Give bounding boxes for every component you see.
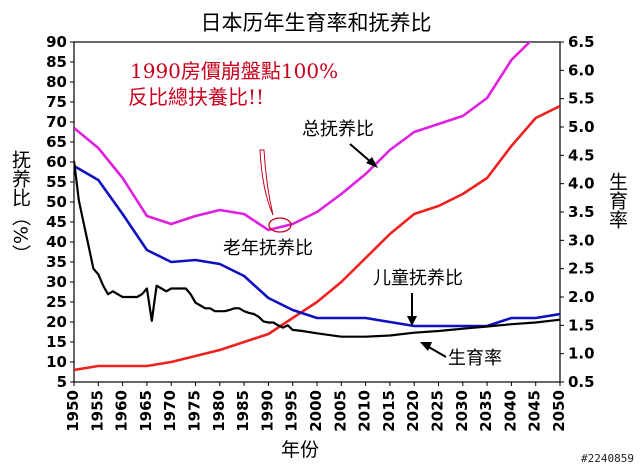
- left-tick-label: 30: [46, 273, 67, 291]
- left-tick-label: 35: [46, 253, 67, 271]
- x-tick-label: 2040: [501, 390, 519, 432]
- left-tick-label: 50: [46, 193, 67, 211]
- left-tick-label: 60: [46, 153, 67, 171]
- x-tick-label: 1975: [186, 390, 204, 432]
- left-axis-ticks: 5 10 15 20 25 30 35 40 45 50 55 60 65 70 75 80 85 90: [46, 33, 74, 391]
- x-tick-label: 1990: [258, 390, 276, 432]
- x-tick-label: 1970: [161, 390, 179, 432]
- x-tick-label: 1985: [234, 390, 252, 432]
- x-tick-label: 2045: [526, 390, 544, 432]
- left-tick-label: 85: [46, 53, 67, 71]
- left-tick-label: 75: [46, 93, 67, 111]
- series-child-dependency: [74, 164, 560, 328]
- series-label-total: 总抚养比: [302, 119, 374, 140]
- watermark: #2240859: [581, 452, 634, 465]
- x-tick-label: 1955: [88, 390, 106, 432]
- series-label-old: 老年抚养比: [223, 238, 313, 259]
- x-tick-label: 2020: [404, 390, 422, 432]
- right-tick-label: 5.0: [568, 118, 595, 136]
- series-fertility-rate: [74, 160, 560, 338]
- left-tick-label: 55: [46, 173, 67, 191]
- series-total-dependency: [74, 42, 532, 232]
- right-tick-label: 4.5: [568, 146, 595, 164]
- x-tick-label: 2035: [477, 390, 495, 432]
- right-tick-label: 3.5: [568, 203, 595, 221]
- x-tick-label: 2015: [380, 390, 398, 432]
- left-tick-label: 70: [46, 113, 67, 131]
- series-label-fertility: 生育率: [448, 348, 502, 369]
- right-tick-label: 6.5: [568, 33, 595, 51]
- right-tick-label: 4.0: [568, 175, 595, 193]
- x-tick-label: 1950: [64, 390, 82, 432]
- right-tick-label: 0.5: [568, 373, 595, 391]
- arrow-total: [349, 143, 373, 164]
- chart-title: 日本历年生育率和抚养比: [201, 11, 432, 35]
- left-tick-label: 25: [46, 293, 67, 311]
- x-tick-label: 2000: [307, 390, 325, 432]
- series-old-age-dependency: [74, 104, 560, 372]
- x-tick-label: 1965: [137, 390, 155, 432]
- series-layer: [74, 42, 560, 372]
- right-tick-label: 5.5: [568, 90, 595, 108]
- right-tick-label: 2.0: [568, 288, 595, 306]
- x-tick-label: 2050: [550, 390, 568, 432]
- right-axis-ticks: 0.5 1.0 1.5 2.0 2.5 3.0 3.5 4.0 4.5 5.0 5.5 6.0 6.5: [560, 33, 595, 391]
- left-tick-label: 15: [46, 333, 67, 351]
- x-tick-label: 1960: [113, 390, 131, 432]
- arrow-fertility-head: [420, 342, 432, 351]
- left-tick-label: 5: [57, 373, 67, 391]
- left-tick-label: 40: [46, 233, 67, 251]
- series-label-child: 儿童抚养比: [373, 268, 463, 289]
- right-tick-label: 3.0: [568, 231, 595, 249]
- x-tick-label: 1995: [283, 390, 301, 432]
- left-tick-label: 80: [46, 73, 67, 91]
- right-tick-label: 6.0: [568, 61, 595, 79]
- red-annotation-line2: 反比總扶養比!!: [128, 85, 264, 109]
- annotation-pointer: [259, 149, 274, 216]
- x-axis-label: 年份: [281, 439, 319, 461]
- x-tick-label: 2010: [356, 390, 374, 432]
- arrow-total-head: [366, 157, 378, 168]
- y-axis-label-right: 生育率: [606, 172, 628, 229]
- right-tick-label: 1.5: [568, 316, 595, 334]
- left-tick-label: 90: [46, 33, 67, 51]
- y-axis-label-left: 抚养比（%）: [9, 150, 31, 263]
- right-tick-label: 1.0: [568, 345, 595, 363]
- x-axis-ticks: 1950 1955 1960 1965 1970 1975 1980 1985 1990 1995…: [64, 382, 568, 432]
- x-tick-label: 1980: [210, 390, 228, 432]
- x-tick-label: 2025: [429, 390, 447, 432]
- left-tick-label: 45: [46, 213, 67, 231]
- red-annotation-line1: 1990房價崩盤點100%: [130, 59, 338, 83]
- annotation-circle: [268, 217, 292, 233]
- left-tick-label: 20: [46, 313, 67, 331]
- right-tick-label: 2.5: [568, 260, 595, 278]
- x-tick-label: 2005: [331, 390, 349, 432]
- arrow-fertility: [426, 345, 447, 358]
- left-tick-label: 10: [46, 353, 67, 371]
- arrow-child-head: [407, 316, 417, 326]
- left-tick-label: 65: [46, 133, 67, 151]
- x-tick-label: 2030: [453, 390, 471, 432]
